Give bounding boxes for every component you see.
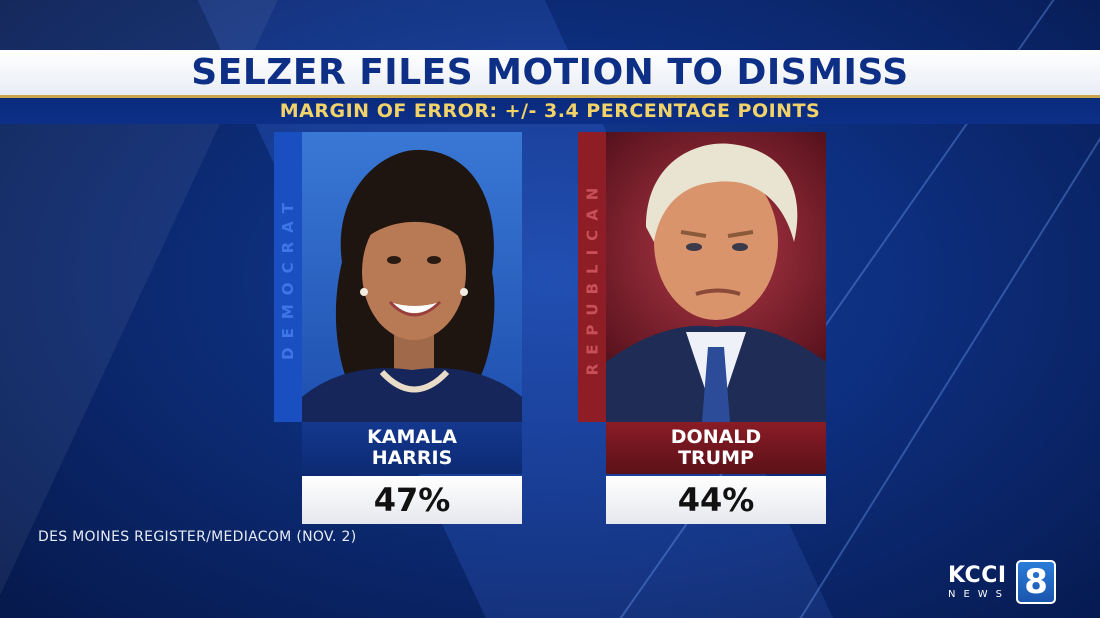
first-name: KAMALA (367, 426, 457, 448)
station-logo: KCCI NEWS 8 (948, 558, 1076, 606)
candidate-card-trump: REPUBLICAN DONALD TRUMP 44% (578, 132, 826, 524)
poll-source: DES MOINES REGISTER/MEDIACOM (NOV. 2) (38, 529, 357, 545)
call-letters: KCCI (948, 562, 1007, 588)
subheadline-bar: MARGIN OF ERROR: +/- 3.4 PERCENTAGE POIN… (0, 98, 1100, 124)
news-label: NEWS (948, 588, 1011, 600)
candidate-card-harris: DEMOCRAT KAMALA HARRIS 47% (274, 132, 522, 524)
portrait-woman-icon (302, 149, 522, 422)
party-label-bar: DEMOCRAT (274, 132, 302, 422)
poll-percent: 44% (606, 476, 826, 524)
candidate-photo (302, 132, 522, 422)
candidate-name: KAMALA HARRIS (302, 422, 522, 474)
party-label-bar: REPUBLICAN (578, 132, 606, 422)
portrait-man-icon (606, 143, 826, 422)
first-name: DONALD (670, 426, 762, 448)
margin-of-error: MARGIN OF ERROR: +/- 3.4 PERCENTAGE POIN… (279, 100, 821, 122)
headline: SELZER FILES MOTION TO DISMISS (191, 52, 909, 93)
poll-percent: 47% (302, 476, 522, 524)
candidate-photo (606, 132, 826, 422)
logo-wordmark: KCCI NEWS (948, 562, 1011, 600)
channel-number: 8 (1016, 560, 1057, 604)
last-name: TRUMP (678, 447, 754, 469)
last-name: HARRIS (371, 447, 453, 469)
candidate-name: DONALD TRUMP (606, 422, 826, 474)
party-label: DEMOCRAT (279, 194, 297, 360)
party-label: REPUBLICAN (583, 178, 601, 376)
headline-bar: SELZER FILES MOTION TO DISMISS (0, 50, 1100, 98)
